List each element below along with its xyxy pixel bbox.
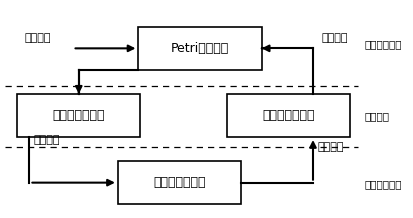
Text: 接口部分: 接口部分 (364, 112, 389, 122)
Text: 滑行位置辨识器: 滑行位置辨识器 (262, 109, 315, 122)
Bar (17, 94, 140, 137)
Bar (138, 27, 261, 70)
Text: 航空器滑行位置: 航空器滑行位置 (153, 176, 206, 189)
Bar (227, 94, 350, 137)
Text: 停止排灯执行器: 停止排灯执行器 (52, 109, 105, 122)
Text: 离散控制部分: 离散控制部分 (364, 39, 402, 49)
Bar (118, 161, 241, 204)
Text: Petri网控制器: Petri网控制器 (171, 42, 229, 55)
Text: 标识信息: 标识信息 (321, 32, 348, 43)
Text: 位置信息: 位置信息 (317, 142, 344, 152)
Text: 逻辑指令: 逻辑指令 (24, 32, 51, 43)
Text: 连续动态部分: 连续动态部分 (364, 179, 402, 189)
Text: 灯光信号: 灯光信号 (33, 135, 60, 145)
